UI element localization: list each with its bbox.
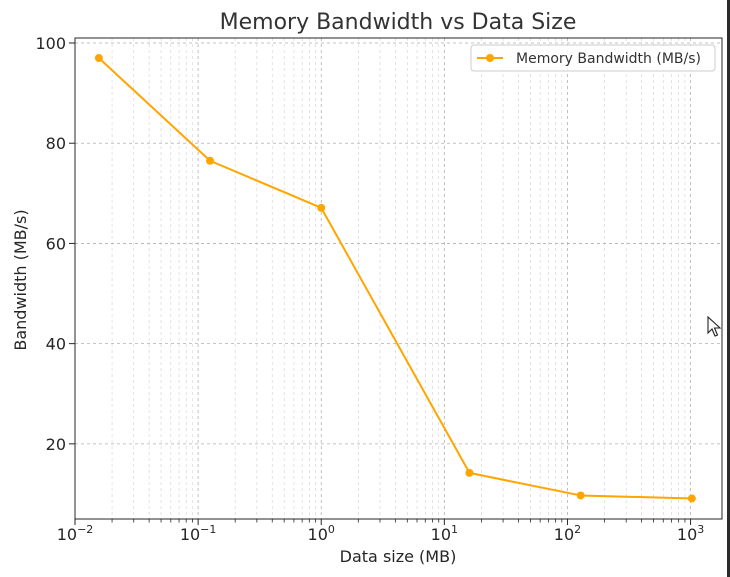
x-tick-exponent: 0 bbox=[328, 523, 335, 536]
window-edge bbox=[727, 0, 730, 577]
x-tick-base: 10 bbox=[180, 525, 200, 544]
y-tick-label: 40 bbox=[46, 335, 66, 354]
x-tick-label: 102 bbox=[554, 523, 581, 544]
y-tick-label: 80 bbox=[46, 134, 66, 153]
x-tick-exponent: 3 bbox=[697, 523, 704, 536]
x-tick-exponent: 1 bbox=[451, 523, 458, 536]
data-point bbox=[687, 494, 696, 503]
x-tick-base: 10 bbox=[57, 525, 77, 544]
data-point bbox=[576, 491, 585, 500]
series-layer bbox=[94, 54, 696, 503]
x-tick-label: 10−2 bbox=[57, 523, 94, 544]
plot-frame bbox=[74, 37, 723, 520]
x-tick-exponent: 2 bbox=[574, 523, 581, 536]
x-tick-base: 10 bbox=[431, 525, 451, 544]
x-tick-label: 100 bbox=[308, 523, 335, 544]
x-tick-base: 10 bbox=[308, 525, 328, 544]
x-tick-label: 101 bbox=[431, 523, 458, 544]
y-tick-label: 100 bbox=[35, 34, 66, 53]
legend-marker-swatch bbox=[486, 54, 494, 62]
data-point bbox=[206, 156, 215, 165]
chart-title: Memory Bandwidth vs Data Size bbox=[220, 10, 577, 35]
x-tick-base: 10 bbox=[554, 525, 574, 544]
data-point bbox=[465, 468, 474, 477]
series-line bbox=[98, 57, 692, 500]
y-tick-label: 60 bbox=[46, 234, 66, 253]
x-tick-label: 103 bbox=[677, 523, 704, 544]
mouse-pointer-icon bbox=[707, 315, 722, 337]
x-axis-title: Data size (MB) bbox=[340, 547, 457, 566]
x-tick-exponent: −1 bbox=[200, 523, 216, 536]
grid bbox=[74, 38, 722, 519]
data-point bbox=[317, 203, 326, 212]
x-tick-base: 10 bbox=[677, 525, 697, 544]
y-axis-title: Bandwidth (MB/s) bbox=[11, 209, 30, 350]
data-point bbox=[94, 54, 103, 63]
x-tick-exponent: −2 bbox=[77, 523, 93, 536]
x-tick-label: 10−1 bbox=[180, 523, 217, 544]
y-tick-label: 20 bbox=[46, 435, 66, 454]
legend-label: Memory Bandwidth (MB/s) bbox=[516, 51, 701, 67]
legend-box bbox=[470, 44, 716, 72]
legend: Memory Bandwidth (MB/s) bbox=[470, 44, 716, 72]
